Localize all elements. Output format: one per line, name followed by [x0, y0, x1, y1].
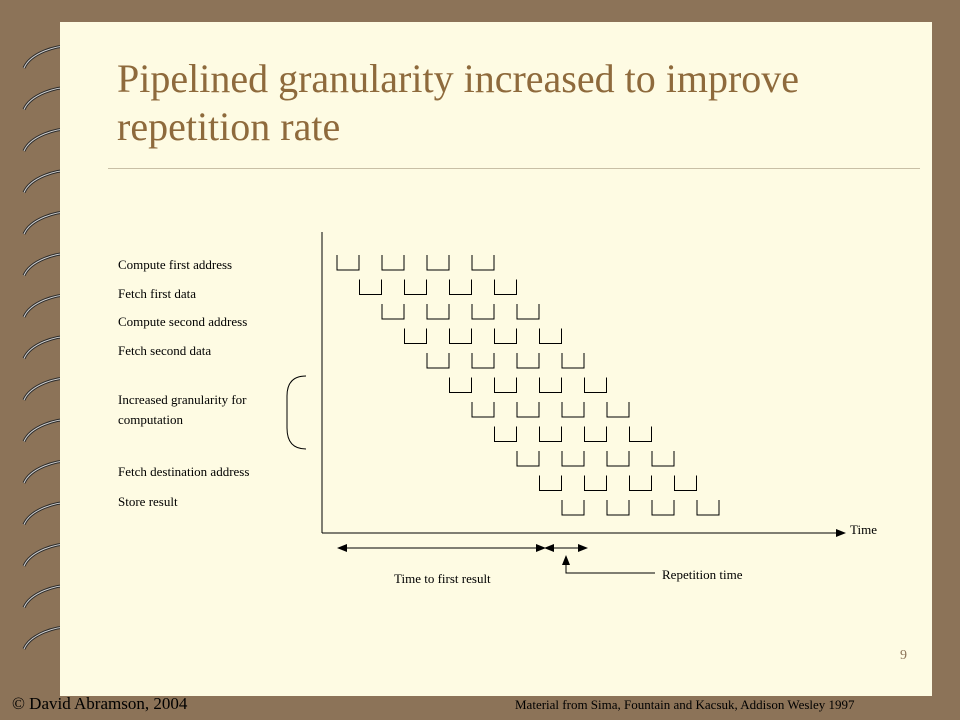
pipeline-stage-box [359, 279, 382, 295]
pipeline-stage-box [561, 353, 585, 369]
stage-label-fetch-first-data: Fetch first data [118, 286, 196, 301]
pipeline-stage-box [516, 402, 540, 418]
pipeline-stage-box [426, 255, 450, 271]
title-divider [108, 168, 920, 169]
pipeline-stage-box [471, 304, 495, 320]
arrowhead-left [337, 544, 347, 552]
pipeline-stage-box [584, 377, 607, 393]
pipeline-stage-box [471, 353, 495, 369]
arrowhead-right [536, 544, 546, 552]
pipeline-stage-box [539, 475, 562, 491]
stage-label-fetch-second-data: Fetch second data [118, 343, 212, 358]
stage-label-increased-granularity: Increased granularity for computation [118, 392, 247, 427]
source-credit: Material from Sima, Fountain and Kacsuk,… [515, 697, 855, 712]
pipeline-stage-box [426, 353, 450, 369]
pipeline-stage-box [494, 426, 517, 442]
pipeline-stage-box [584, 426, 607, 442]
pipeline-stage-box [449, 377, 472, 393]
pipeline-stage-box [561, 402, 585, 418]
slide-page [60, 22, 932, 696]
pipeline-stage-box [606, 500, 630, 516]
arrowhead-up [562, 555, 570, 565]
pipeline-stage-box [381, 304, 405, 320]
pipeline-stage-box [539, 426, 562, 442]
stage-label-fetch-destination-address: Fetch destination address [118, 464, 250, 479]
page-number: 9 [900, 648, 907, 663]
repetition-time-label: Repetition time [662, 567, 743, 582]
pipeline-stage-box [336, 255, 360, 271]
pipeline-stage-box [494, 279, 517, 295]
pipeline-stage-box [381, 255, 405, 271]
x-axis-arrowhead [836, 529, 846, 537]
pipeline-stage-box [651, 500, 675, 516]
pipeline-stage-box [494, 377, 517, 393]
pipeline-stage-box [561, 500, 585, 516]
stage-label-compute-second-address: Compute second address [118, 314, 248, 329]
pipeline-stage-box [696, 500, 720, 516]
pipeline-stage-box [516, 304, 540, 320]
pipeline-stage-box [606, 451, 630, 467]
pipeline-stage-box [629, 426, 652, 442]
pipeline-stage-box [629, 475, 652, 491]
pipeline-stage-box [651, 451, 675, 467]
arrowhead-left [544, 544, 554, 552]
granularity-bracket [286, 375, 307, 450]
pipeline-stage-box [426, 304, 450, 320]
repetition-time-pointer [565, 564, 655, 574]
pipeline-stage-box [449, 279, 472, 295]
stage-label-compute-first-address: Compute first address [118, 257, 233, 272]
pipeline-stage-box [494, 328, 517, 344]
pipeline-stage-box [449, 328, 472, 344]
pipeline-stage-box [404, 328, 427, 344]
pipeline-stage-box [584, 475, 607, 491]
pipeline-stage-box [471, 402, 495, 418]
pipeline-stage-box [516, 451, 540, 467]
copyright-text: © David Abramson, 2004 [12, 694, 188, 713]
pipeline-stage-box [404, 279, 427, 295]
stage-label-store-result: Store result [118, 494, 178, 509]
pipeline-stage-box [561, 451, 585, 467]
pipeline-stage-box [674, 475, 697, 491]
pipeline-stage-box [606, 402, 630, 418]
pipeline-stage-box [539, 328, 562, 344]
pipeline-stage-box [539, 377, 562, 393]
pipeline-stage-box [516, 353, 540, 369]
arrowhead-right [578, 544, 588, 552]
slide-title: Pipelined granularity increased to impro… [117, 56, 800, 149]
time-to-first-result-label: Time to first result [394, 571, 491, 586]
time-axis-label: Time [850, 522, 877, 537]
pipeline-stage-box [471, 255, 495, 271]
